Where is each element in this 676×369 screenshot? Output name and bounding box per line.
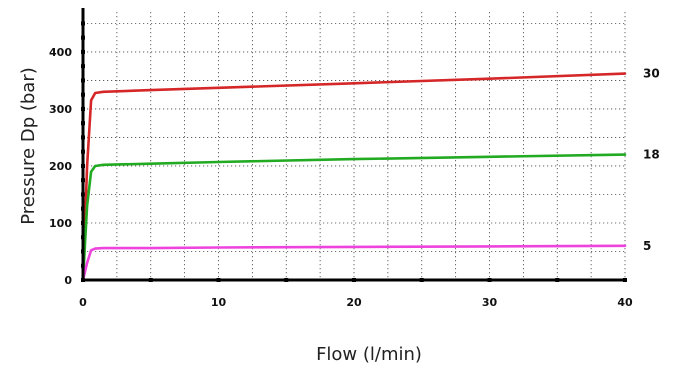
series-label-18: 18 (643, 148, 660, 162)
x-axis-title: Flow (l/min) (316, 344, 422, 365)
x-tick-label: 10 (211, 296, 227, 309)
series-line-30 (81, 72, 627, 282)
series-line-5 (81, 244, 627, 282)
y-tick-label: 0 (64, 274, 72, 287)
x-tick-label: 0 (79, 296, 87, 309)
series-label-30: 30 (643, 67, 660, 81)
axes (81, 8, 627, 282)
y-tick-label: 400 (49, 46, 72, 59)
series-line-18 (81, 153, 627, 282)
y-tick-label: 100 (49, 217, 72, 230)
y-axis-title: Pressure Dp (bar) (18, 67, 39, 225)
x-tick-label: 30 (482, 296, 498, 309)
series-lines (81, 72, 627, 282)
x-tick-label: 40 (617, 296, 633, 309)
series-labels: 30 18 5 (643, 67, 660, 253)
x-tick-label: 20 (346, 296, 362, 309)
grid-lines (83, 12, 626, 280)
y-tick-label: 300 (49, 103, 72, 116)
y-tick-label: 200 (49, 160, 72, 173)
series-label-5: 5 (643, 239, 651, 253)
